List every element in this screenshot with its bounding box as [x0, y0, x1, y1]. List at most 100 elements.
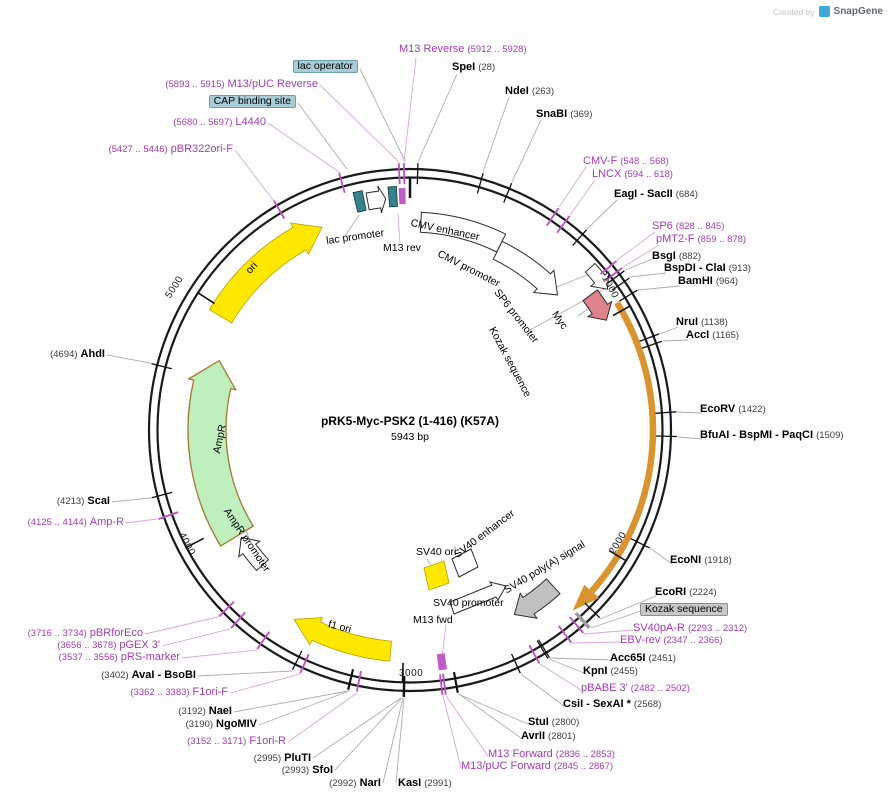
- site-name: M13 Forward: [488, 748, 553, 760]
- site-name: EcoRI: [655, 586, 687, 598]
- label-l4440[interactable]: (5680 .. 5697) L4440: [173, 116, 266, 129]
- label-pbr322ori-f[interactable]: (5427 .. 5446) pBR322ori-F: [108, 143, 233, 156]
- label-nrui[interactable]: NruI (1138): [676, 316, 728, 329]
- label-ndei[interactable]: NdeI (263): [505, 85, 554, 98]
- site-name: CsiI - SexAI *: [563, 698, 631, 710]
- label-naei[interactable]: (3192) NaeI: [178, 705, 232, 718]
- site-name: SV40pA-R: [633, 622, 685, 634]
- label-amp-r[interactable]: (4125 .. 4144) Amp-R: [28, 516, 124, 529]
- site-position: (5427 .. 5446): [108, 144, 168, 155]
- site-position: (1509): [816, 430, 844, 441]
- label-f1ori-r[interactable]: (3152 .. 3171) F1ori-R: [187, 735, 286, 748]
- label-econi[interactable]: EcoNI (1918): [670, 554, 732, 567]
- site-name: CAP binding site: [213, 95, 291, 107]
- site-position: (3190): [185, 719, 214, 730]
- site-name: pMT2-F: [656, 233, 695, 245]
- label-spei[interactable]: SpeI (28): [452, 61, 496, 74]
- site-name: AhdI: [80, 348, 105, 360]
- snapgene-brand: SnapGene: [833, 6, 883, 17]
- snapgene-logo-icon: [818, 6, 830, 17]
- label-pluti[interactable]: (2995) PluTI: [254, 752, 311, 765]
- label-m13-forward[interactable]: M13 Forward (2836 .. 2853): [488, 748, 615, 761]
- site-position: (2991): [424, 778, 452, 789]
- label-m13-reverse[interactable]: M13 Reverse (5912 .. 5928): [399, 43, 527, 56]
- label-bamhi[interactable]: BamHI (964): [678, 275, 739, 288]
- site-name: pGEX 3': [119, 639, 160, 651]
- site-name: BsgI: [652, 250, 676, 262]
- site-position: (3192): [178, 706, 206, 717]
- label-pmt2-f[interactable]: pMT2-F (859 .. 878): [656, 233, 746, 246]
- site-position: (2451): [648, 653, 676, 664]
- site-position: (2224): [689, 587, 717, 598]
- site-position: (3152 .. 3171): [187, 736, 247, 747]
- label-ngomiv[interactable]: (3190) NgoMIV: [185, 718, 257, 731]
- site-name: KasI: [398, 777, 422, 789]
- label-kasi[interactable]: KasI (2991): [398, 777, 452, 790]
- site-name: BspDI - ClaI: [664, 262, 726, 274]
- label-bsgi[interactable]: BsgI (882): [652, 250, 701, 263]
- label-m13-puc-forward[interactable]: M13/pUC Forward (2845 .. 2867): [461, 760, 613, 773]
- label-cap-binding-site[interactable]: CAP binding site: [208, 95, 296, 109]
- site-position: (2992): [329, 778, 357, 789]
- site-position: (3716 .. 3734): [27, 628, 87, 639]
- label-ecorv[interactable]: EcoRV (1422): [700, 403, 766, 416]
- label-ahdi[interactable]: (4694) AhdI: [50, 348, 105, 361]
- site-name: KpnI: [583, 665, 608, 677]
- site-position: (3402): [101, 670, 129, 681]
- site-position: (5912 .. 5928): [467, 44, 527, 55]
- label-nari[interactable]: (2992) NarI: [329, 777, 381, 790]
- site-name: lac operator: [297, 60, 353, 72]
- label-bfuai-bspmi-paqci[interactable]: BfuAI - BspMI - PaqCI (1509): [700, 429, 844, 442]
- label-stui[interactable]: StuI (2800): [528, 716, 579, 729]
- label-pbabe-3[interactable]: pBABE 3' (2482 .. 2502): [581, 682, 690, 695]
- label-m13-puc-reverse[interactable]: (5893 .. 5915) M13/pUC Reverse: [165, 78, 318, 91]
- label-kozak-sequence-highlight[interactable]: Kozak sequence: [640, 603, 728, 617]
- site-name: EcoRV: [700, 403, 736, 415]
- label-bspdi-clai[interactable]: BspDI - ClaI (913): [664, 262, 751, 275]
- label-snabi[interactable]: SnaBI (369): [536, 108, 593, 121]
- site-position: (2568): [633, 699, 662, 710]
- label-pbrforeco[interactable]: (3716 .. 3734) pBRforEco: [27, 627, 143, 640]
- site-name: Amp-R: [89, 516, 124, 528]
- plasmid-title: pRK5-Myc-PSK2 (1-416) (K57A): [320, 414, 500, 428]
- label-prs-marker[interactable]: (3537 .. 3556) pRS-marker: [59, 651, 180, 664]
- site-position: (548 .. 568): [620, 156, 669, 167]
- label-sp6[interactable]: SP6 (828 .. 845): [652, 220, 724, 233]
- site-name: SpeI: [452, 61, 476, 73]
- site-name: AvrII: [521, 730, 546, 742]
- label-scai[interactable]: (4213) ScaI: [57, 495, 110, 508]
- label-acc65i[interactable]: Acc65I (2451): [610, 652, 676, 665]
- label-f1ori-f[interactable]: (3362 .. 3383) F1ori-F: [130, 686, 228, 699]
- feature-label-sv40-promoter[interactable]: SV40 promoter: [433, 597, 504, 609]
- label-csii-sexai[interactable]: CsiI - SexAI * (2568): [563, 698, 662, 711]
- label-ebv-rev[interactable]: EBV-rev (2347 .. 2366): [620, 634, 723, 647]
- label-kpni[interactable]: KpnI (2455): [583, 665, 638, 678]
- feature-label-sv40-ori[interactable]: SV40 ori: [416, 546, 457, 558]
- site-name: F1ori-R: [249, 735, 286, 747]
- site-name: L4440: [235, 116, 266, 128]
- label-ecori[interactable]: EcoRI (2224): [655, 586, 717, 599]
- site-name: LNCX: [592, 168, 622, 180]
- label-acci[interactable]: AccI (1165): [686, 329, 739, 342]
- label-lac-operator[interactable]: lac operator: [292, 60, 358, 74]
- feature-label-m13-rev[interactable]: M13 rev: [383, 242, 421, 254]
- feature-label-m13-fwd[interactable]: M13 fwd: [413, 614, 453, 626]
- site-name: pBR322ori-F: [170, 143, 233, 155]
- site-name: NruI: [676, 316, 698, 328]
- label-avrii[interactable]: AvrII (2801): [521, 730, 576, 743]
- label-lncx[interactable]: LNCX (594 .. 618): [592, 168, 673, 181]
- label-sv40pa-r[interactable]: SV40pA-R (2293 .. 2312): [633, 622, 747, 635]
- label-pgex-3[interactable]: (3656 .. 3678) pGEX 3': [57, 639, 160, 652]
- site-name: SP6: [652, 220, 673, 232]
- site-position: (28): [478, 62, 496, 73]
- label-eagi-sacii[interactable]: EagI - SacII (684): [614, 188, 698, 201]
- site-position: (964): [715, 276, 739, 287]
- label-avai-bsobi[interactable]: (3402) AvaI - BsoBI: [101, 669, 196, 682]
- site-name: StuI: [528, 716, 549, 728]
- label-cmv-f[interactable]: CMV-F (548 .. 568): [583, 155, 669, 168]
- site-position: (369): [570, 109, 593, 120]
- site-name: M13/pUC Reverse: [227, 78, 318, 90]
- label-sfoi[interactable]: (2993) SfoI: [282, 764, 333, 777]
- site-name: PluTI: [284, 752, 311, 764]
